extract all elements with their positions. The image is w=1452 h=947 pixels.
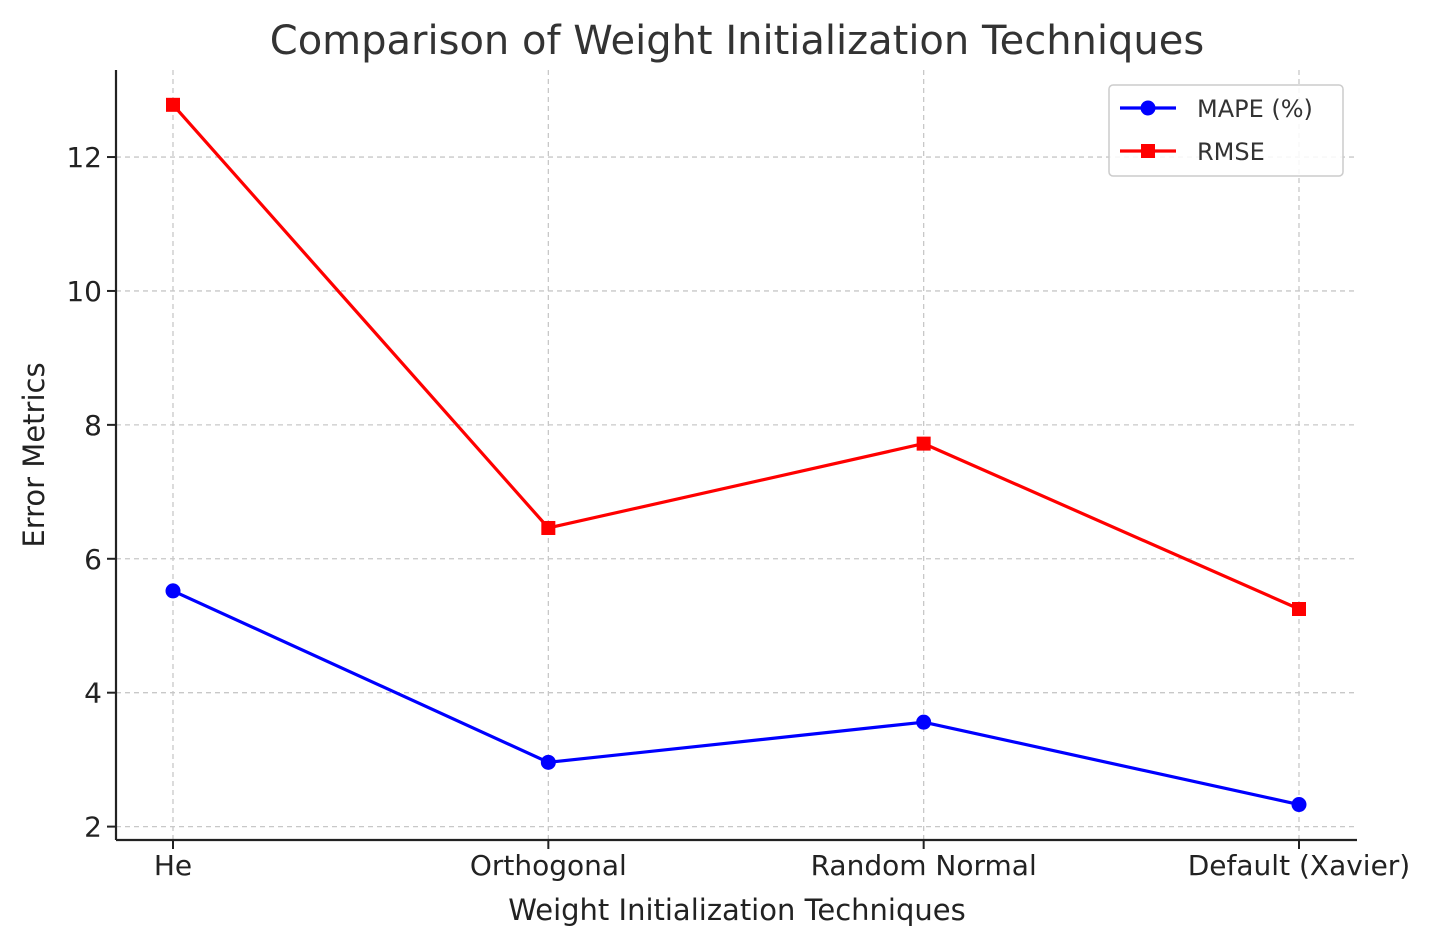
y-axis-label: Error Metrics — [17, 362, 51, 547]
chart-title: Comparison of Weight Initialization Tech… — [270, 18, 1204, 64]
data-point-circle — [916, 714, 932, 730]
series-line — [171, 103, 1300, 611]
legend-marker-circle — [1140, 100, 1156, 116]
data-point-square — [916, 436, 931, 451]
y-axis-ticks: 2 4 6 8 10 12 — [66, 141, 116, 844]
y-tick-label: 10 — [66, 275, 102, 308]
data-point-square — [1292, 602, 1306, 616]
data-point-square — [541, 520, 556, 535]
y-tick-label: 6 — [84, 543, 102, 576]
data-point-circle — [165, 583, 181, 599]
series-lines — [165, 97, 1307, 813]
x-tick-label: Random Normal — [811, 849, 1037, 882]
series-line — [172, 589, 1300, 807]
grid-lines — [116, 70, 1357, 840]
data-point-circle — [540, 754, 556, 770]
y-tick-label: 12 — [66, 141, 102, 174]
data-point-circle — [1291, 797, 1307, 813]
legend-marker-square — [1141, 144, 1155, 158]
legend: MAPE (%) RMSE — [1108, 84, 1344, 177]
legend-label: RMSE — [1197, 138, 1265, 166]
data-point-square — [166, 97, 180, 112]
x-tick-label: Default (Xavier) — [1188, 849, 1410, 882]
x-tick-label: He — [154, 849, 192, 882]
y-tick-label: 8 — [84, 409, 102, 442]
x-axis-label: Weight Initialization Techniques — [508, 893, 965, 927]
x-tick-label: Orthogonal — [470, 849, 627, 882]
y-tick-label: 4 — [84, 677, 102, 710]
legend-label: MAPE (%) — [1197, 95, 1313, 123]
x-axis-ticks: He Orthogonal Random Normal Default (Xavier… — [154, 840, 1410, 882]
axes — [114, 70, 1357, 842]
y-tick-label: 2 — [84, 811, 102, 844]
